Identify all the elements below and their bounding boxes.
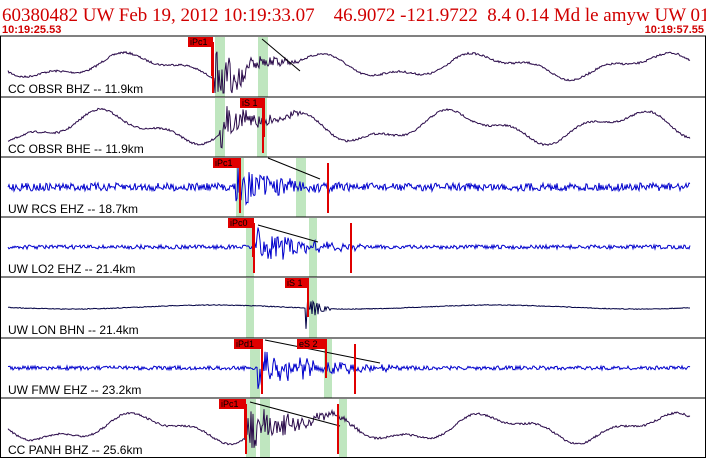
theoretical-curve xyxy=(267,157,321,180)
pick-label: iPc0 xyxy=(230,218,248,228)
theoretical-curve xyxy=(249,401,341,427)
pick-label: iPd1 xyxy=(236,339,254,349)
waveform xyxy=(7,106,691,149)
phase-window xyxy=(215,37,225,97)
trace-label: UW LO2 EHZ -- 21.4km xyxy=(8,262,135,276)
pick-box xyxy=(234,339,262,349)
pick-label: iS 1 xyxy=(242,98,258,108)
pick-box xyxy=(297,339,326,349)
pick-box xyxy=(285,278,308,288)
phase-window xyxy=(309,278,317,338)
waveform xyxy=(7,227,691,260)
waveform xyxy=(7,351,691,390)
theoretical-curve xyxy=(257,224,319,243)
theoretical-curve xyxy=(264,339,381,364)
start-time: 10:19:25.53 xyxy=(2,24,61,36)
pick-label: eS 2 xyxy=(299,339,318,349)
phase-window xyxy=(215,98,225,157)
trace-label: CC OBSR BHE -- 11.9km xyxy=(8,142,144,156)
trace-label: UW FMW EHZ -- 23.2km xyxy=(8,383,141,397)
trace-label: CC OBSR BHZ -- 11.9km xyxy=(8,82,143,96)
pick-label: iPc1 xyxy=(221,399,239,409)
pick-label: iS 1 xyxy=(287,278,303,288)
theoretical-curve xyxy=(261,38,301,72)
phase-window xyxy=(339,399,347,458)
trace-label: CC PANH BHZ -- 25.6km xyxy=(8,443,142,457)
header-title: 60380482 UW Feb 19, 2012 10:19:33.07 46.… xyxy=(2,5,706,26)
pick-box xyxy=(228,218,253,228)
waveform xyxy=(7,50,691,94)
trace-label: UW LON BHN -- 21.4km xyxy=(8,323,139,337)
trace-label: UW RCS EHZ -- 18.7km xyxy=(8,202,138,216)
pick-box xyxy=(219,399,245,409)
phase-window xyxy=(246,278,254,338)
pick-box xyxy=(240,98,264,108)
pick-box xyxy=(213,158,240,168)
trace-rows: iPc1 CC OBSR BHZ -- 11.9km iS 1 CC OBSR BHE… xyxy=(0,35,706,458)
phase-window xyxy=(258,37,268,97)
end-time: 10:19:57.55 xyxy=(645,24,704,36)
waveform xyxy=(7,167,691,206)
phase-window xyxy=(324,339,332,398)
waveform xyxy=(7,408,691,448)
waveform xyxy=(7,292,690,329)
pick-label: iPc1 xyxy=(190,37,208,47)
pick-box xyxy=(188,37,212,47)
pick-label: iPc1 xyxy=(215,158,233,168)
